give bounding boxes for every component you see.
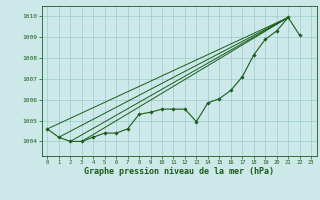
X-axis label: Graphe pression niveau de la mer (hPa): Graphe pression niveau de la mer (hPa) bbox=[84, 167, 274, 176]
